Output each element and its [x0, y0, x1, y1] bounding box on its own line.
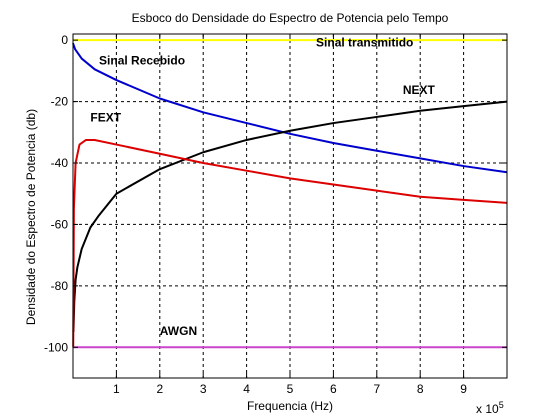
chart-title: Esboco do Densidade do Espectro de Poten…: [132, 11, 449, 25]
x-exponent-power: 5: [499, 400, 504, 410]
x-exponent-label: x 105: [476, 400, 504, 416]
x-tick-label: 9: [460, 382, 467, 396]
y-tick-label: -40: [51, 156, 69, 170]
y-tick-label: -100: [44, 340, 68, 354]
y-tick-label: -80: [51, 279, 69, 293]
x-tick-label: 3: [200, 382, 207, 396]
plot-background: [73, 34, 507, 378]
annotation-awgn: AWGN: [160, 324, 197, 338]
x-tick-label: 2: [156, 382, 163, 396]
y-tick-label: -20: [51, 95, 69, 109]
annotation-sinal-recebido: Sinal Recebido: [99, 54, 185, 68]
annotation-fext: FEXT: [90, 111, 121, 125]
y-tick-label: -60: [51, 217, 69, 231]
ticks: 1 2 3 4 5 6 7 8 9 0 -20 -40 -60 -80 -100: [44, 33, 507, 396]
y-tick-label: 0: [61, 33, 68, 47]
series-line-next: [72, 100, 508, 332]
annotation-next: NEXT: [403, 83, 436, 97]
x-axis-label: Frequencia (Hz): [247, 399, 333, 413]
series-group: [72, 39, 508, 349]
y-axis-label: Densidade do Espectro de Potencia (db): [24, 109, 38, 325]
plot-area: [73, 34, 507, 378]
series-line-fext: [72, 138, 508, 348]
series-line-sinal-recebido: [72, 42, 508, 174]
x-tick-label: 1: [113, 382, 120, 396]
x-tick-label: 7: [373, 382, 380, 396]
annotations: Sinal transmitido Sinal Recebido NEXT FEXT A…: [90, 35, 435, 338]
x-tick-label: 5: [287, 382, 294, 396]
x-tick-label: 6: [330, 382, 337, 396]
annotation-sinal-transmitido: Sinal transmitido: [316, 35, 413, 49]
x-tick-label: 4: [243, 382, 250, 396]
x-tick-label: 8: [417, 382, 424, 396]
x-exponent-base: x 10: [476, 402, 499, 416]
